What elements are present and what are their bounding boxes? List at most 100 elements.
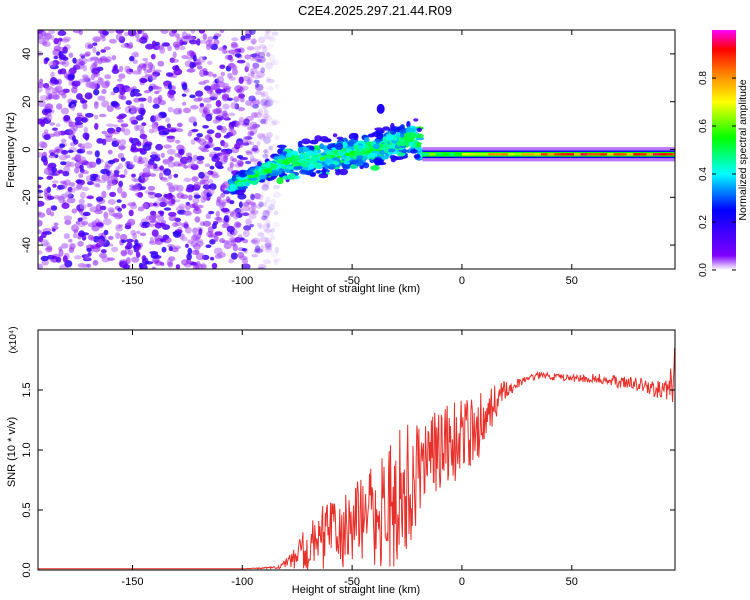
spectrogram-noise-blob (157, 210, 165, 215)
spectrogram-noise-blob (132, 59, 138, 64)
spectrogram-noise-blob (52, 127, 58, 131)
spectrogram-noise-blob (112, 86, 120, 94)
spectrogram-noise-blob (151, 266, 157, 269)
spectrogram-noise-blob (206, 88, 213, 94)
spectrogram-noise-blob (232, 158, 238, 163)
spectrogram-noise-blob (223, 83, 230, 88)
spectrogram-echo-blob (306, 150, 314, 155)
spectrogram-noise-blob (85, 175, 91, 182)
spectrogram-noise-blob (192, 208, 202, 215)
stable-line-segment (547, 153, 555, 156)
snr-ytick-label: 1.5 (21, 382, 33, 397)
spectrogram-noise-blob (130, 143, 137, 152)
spectrogram-noise-blob (95, 196, 104, 202)
spectrogram-noise-blob (78, 30, 83, 36)
spectrogram-noise-blob (128, 209, 134, 217)
spectrogram-noise-blob (137, 30, 143, 34)
spectrogram-noise-blob (183, 210, 193, 217)
spectrogram-noise-blob (249, 200, 255, 206)
spectrogram-noise-blob (198, 56, 206, 64)
spectrogram-noise-blob (262, 46, 268, 54)
stable-line-segment (481, 153, 489, 156)
spectrogram-noise-blob (60, 138, 67, 143)
spectrogram-noise-blob (223, 155, 229, 163)
spectrogram-echo-blob (376, 132, 384, 140)
spectrogram-noise-blob (265, 196, 271, 204)
spectrogram-noise-blob (190, 234, 199, 242)
spectrogram-noise-blob (245, 135, 253, 140)
spectrogram-noise-blob (212, 108, 222, 115)
spectrogram-noise-blob (258, 225, 263, 229)
spectrogram-noise-blob (147, 185, 156, 191)
spectrogram-noise-blob (55, 256, 62, 263)
spectrogram-noise-blob (80, 191, 86, 199)
spectrogram-noise-blob (242, 142, 250, 146)
spectrogram-noise-blob (202, 97, 212, 103)
spectrogram-noise-blob (192, 198, 200, 204)
spectrogram-echo-blob (390, 122, 395, 130)
spectrogram-panel: -150 -100 -50 0 50 -40 -20 0 20 40 Height of stra… (5, 29, 676, 295)
spectrogram-noise-blob (44, 86, 54, 90)
spectrogram-noise-blob (170, 59, 180, 63)
spectrogram-echo-blob (259, 174, 267, 180)
spectrogram-noise-blob (190, 262, 198, 266)
spectrogram-noise-blob (193, 194, 201, 199)
spectrogram-noise-blob (72, 232, 78, 239)
spectrogram-noise-blob (208, 210, 215, 215)
spectrogram-noise-blob (195, 90, 204, 97)
spectrogram-noise-blob (78, 58, 84, 63)
spectrogram-noise-blob (131, 88, 140, 94)
spectrogram-echo-blob (406, 126, 412, 133)
spectrogram-noise-blob (212, 119, 220, 124)
spectrogram-noise-blob (108, 235, 114, 240)
spectrogram-noise-blob (195, 240, 204, 247)
spectrogram-noise-blob (55, 123, 61, 127)
spectrogram-noise-blob (258, 201, 264, 208)
spectrogram-noise-blob (120, 157, 126, 162)
spectrogram-noise-blob (266, 206, 274, 213)
spectrogram-noise-blob (86, 150, 93, 155)
spectrogram-noise-blob (135, 32, 140, 39)
spectrogram-noise-blob (166, 135, 176, 143)
stable-line-segment (574, 153, 581, 156)
spectrogram-noise-blob (161, 196, 167, 203)
spectrogram-noise-blob (263, 100, 272, 108)
spectrogram-echo-blob (297, 147, 304, 153)
spectrogram-noise-blob (256, 100, 260, 105)
spectrogram-noise-blob (68, 52, 74, 58)
spectrogram-noise-blob (270, 60, 277, 66)
spectrogram-noise-blob (221, 88, 227, 93)
spectrogram-noise-blob (274, 134, 280, 141)
spectrogram-noise-blob (181, 82, 188, 91)
spectrogram-noise-blob (236, 155, 244, 159)
spectrogram-echo-blob (342, 141, 348, 149)
spectrogram-noise-blob (245, 150, 253, 154)
spectrogram-noise-blob (131, 173, 136, 178)
snr-xtick-label: -50 (344, 576, 360, 588)
spectrogram-noise-blob (138, 36, 148, 44)
spectrogram-noise-blob (247, 201, 256, 206)
stable-line-segment (475, 153, 482, 156)
stable-line-segment (527, 153, 535, 156)
spectrogram-noise-blob (79, 143, 85, 149)
spectrogram-echo-blob (366, 141, 373, 146)
spectrogram-echo-blob (380, 129, 385, 134)
spectrogram-noise-blob (144, 190, 151, 194)
spectrogram-noise-blob (262, 180, 270, 187)
spectrogram-noise-blob (151, 229, 159, 237)
spectrogram-noise-blob (38, 99, 46, 107)
spectrogram-noise-blob (145, 171, 152, 176)
colorbar-label: Normalized spectral amplitude (737, 79, 749, 220)
spectrogram-echo-blob (313, 162, 323, 169)
spectrogram-noise-blob (258, 134, 267, 141)
spectrogram-noise-blob (250, 210, 256, 214)
spectrogram-noise-blob (190, 30, 195, 34)
spectrogram-noise-blob (174, 139, 181, 144)
spectrogram-noise-blob (119, 139, 127, 146)
spectrogram-noise-blob (267, 230, 275, 237)
spectrogram-noise-blob (219, 30, 225, 34)
spectrogram-noise-blob (205, 113, 213, 122)
spectrogram-noise-blob (77, 232, 83, 236)
spectrogram-noise-blob (115, 33, 124, 41)
snr-ytick-label: 0.0 (21, 562, 33, 577)
